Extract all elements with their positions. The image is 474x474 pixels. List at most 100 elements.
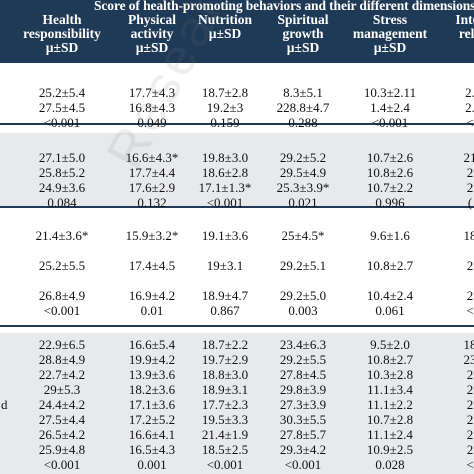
table-cell: 2. bbox=[465, 85, 474, 100]
table-cell: 2 bbox=[466, 397, 474, 412]
table-cell: 22.7±4.2 bbox=[38, 367, 86, 382]
column-header: Spiritual growth µ±SD bbox=[277, 13, 328, 55]
table-cell: 16.6±5.4 bbox=[128, 337, 176, 352]
table-cell: 9.6±1.6 bbox=[370, 228, 410, 243]
table-cell: 9.5±2.0 bbox=[370, 337, 410, 352]
table-cell: 0.996 bbox=[375, 195, 405, 210]
table-cell: 17.6±2.9 bbox=[128, 180, 176, 195]
table-cell: 25±4.5* bbox=[281, 228, 325, 243]
row-separator bbox=[0, 325, 474, 327]
table-cell: 25.2±5.4 bbox=[38, 85, 86, 100]
table-cell: 16.8±4.3 bbox=[128, 100, 176, 115]
table-cell: 17.1±1.3* bbox=[198, 180, 252, 195]
column-header-line: µ±SD bbox=[286, 40, 320, 55]
table-cell: 10.7±2.6 bbox=[366, 150, 414, 165]
table-cell: < bbox=[466, 303, 474, 318]
table-cell: 2 bbox=[466, 367, 474, 382]
table-cell: 0.061 bbox=[375, 303, 405, 318]
table-cell: 18.8±3.0 bbox=[201, 367, 249, 382]
table-cell: 17.1±3.6 bbox=[128, 397, 176, 412]
table-cell: 2 bbox=[466, 288, 474, 303]
table-cell: 0.021 bbox=[288, 195, 318, 210]
table-cell: 11.1±2.4 bbox=[367, 427, 413, 442]
table-cell: 21.4±1.9 bbox=[201, 427, 249, 442]
table-cell: 19±3.1 bbox=[206, 258, 244, 273]
table-cell: 16.6±4.1 bbox=[128, 427, 176, 442]
table-cell: 10.8±2.7 bbox=[366, 258, 414, 273]
column-header-line: Health bbox=[42, 12, 82, 27]
table-cell: 26.5±4.2 bbox=[38, 427, 86, 442]
table-cell: 11.1±2.2 bbox=[367, 397, 413, 412]
table-cell: 10.4±2.4 bbox=[366, 288, 414, 303]
table-cell: 10.3±2.11 bbox=[363, 85, 417, 100]
table-cell: 29±5.3 bbox=[43, 382, 81, 397]
table-cell: <0.001 bbox=[206, 195, 244, 210]
table-cell: 0.084 bbox=[47, 195, 77, 210]
table-cell: <0.001 bbox=[284, 457, 322, 472]
table-cell: 25.3±3.9* bbox=[276, 180, 330, 195]
table-cell: 2 bbox=[466, 382, 474, 397]
table-cell: 19.5±3.3 bbox=[201, 412, 249, 427]
table-group bbox=[0, 215, 474, 325]
table-cell: 2 bbox=[466, 180, 474, 195]
table-header: Score of health-promoting behaviors and … bbox=[0, 0, 474, 61]
table-cell: < bbox=[466, 457, 474, 472]
table-cell: 18.7±2.2 bbox=[201, 337, 249, 352]
table-cell: 0.01 bbox=[140, 303, 164, 318]
table-cell: 19.7±2.9 bbox=[201, 352, 249, 367]
row-separator bbox=[0, 123, 474, 125]
table-cell: 0.003 bbox=[288, 303, 318, 318]
table-cell: <0.001 bbox=[43, 303, 81, 318]
table-cell: 27.5±4.5 bbox=[38, 100, 86, 115]
table-cell: ( bbox=[467, 195, 473, 210]
table-cell: 17.7±4.4 bbox=[128, 165, 176, 180]
table-cell: 25.9±4.8 bbox=[38, 442, 86, 457]
table-cell: <0.001 bbox=[206, 457, 244, 472]
column-header-line: Inter bbox=[455, 12, 474, 27]
table-cell: 27.8±4.5 bbox=[279, 367, 327, 382]
table-cell: 1.4±2.4 bbox=[370, 100, 410, 115]
table-cell: 0.028 bbox=[375, 457, 405, 472]
column-header-line: Stress bbox=[372, 12, 408, 27]
column-header-line: µ±SD bbox=[373, 40, 407, 55]
table-cell: < bbox=[466, 115, 474, 130]
table-cell: 23 bbox=[463, 352, 474, 367]
table-cell: 19.1±3.6 bbox=[201, 228, 249, 243]
table-cell: 10.9±2.5 bbox=[366, 442, 414, 457]
table-cell: 27.3±3.9 bbox=[279, 397, 327, 412]
table-group bbox=[0, 63, 474, 123]
table-cell: 17.7±2.3 bbox=[201, 397, 249, 412]
column-header-line: Physical bbox=[127, 12, 177, 27]
table-cell: 23.4±6.3 bbox=[279, 337, 327, 352]
table-cell: 0.132 bbox=[137, 195, 167, 210]
table-cell: 29.3±4.2 bbox=[279, 442, 327, 457]
table-cell: 29.8±3.9 bbox=[279, 382, 327, 397]
table-cell: 2 bbox=[466, 427, 474, 442]
table-cell: 10.3±2.8 bbox=[366, 367, 414, 382]
table-cell: 22.9±6.5 bbox=[38, 337, 86, 352]
table-cell: 2. bbox=[465, 100, 474, 115]
column-header-line: growth bbox=[282, 26, 324, 41]
row-label: d bbox=[1, 397, 8, 412]
table-cell: 10.8±2.7 bbox=[366, 352, 414, 367]
table-cell: 18.2±3.6 bbox=[128, 382, 176, 397]
table-group bbox=[0, 333, 474, 474]
row-separator bbox=[0, 206, 474, 208]
table-group bbox=[0, 133, 474, 206]
table-cell: 10.7±2.8 bbox=[366, 412, 414, 427]
table-cell: 11.1±3.4 bbox=[367, 382, 413, 397]
table-cell: 21 bbox=[463, 150, 474, 165]
column-header: Stress management µ±SD bbox=[353, 13, 427, 55]
table-cell: 27.1±5.0 bbox=[38, 150, 86, 165]
table-cell: 17.7±4.3 bbox=[128, 85, 176, 100]
table-cell: 18.6±2.8 bbox=[201, 165, 249, 180]
table-cell: 0.049 bbox=[137, 115, 167, 130]
table-cell: 18.9±3.1 bbox=[201, 382, 249, 397]
table-cell: 10.7±2.2 bbox=[366, 180, 414, 195]
column-header: Physical activity µ±SD bbox=[128, 13, 176, 55]
table-cell: 228.8±4.7 bbox=[276, 100, 330, 115]
column-header: Interrela bbox=[455, 13, 474, 41]
column-header-line: rela bbox=[458, 26, 474, 41]
table-cell: 19.9±4.2 bbox=[128, 352, 176, 367]
